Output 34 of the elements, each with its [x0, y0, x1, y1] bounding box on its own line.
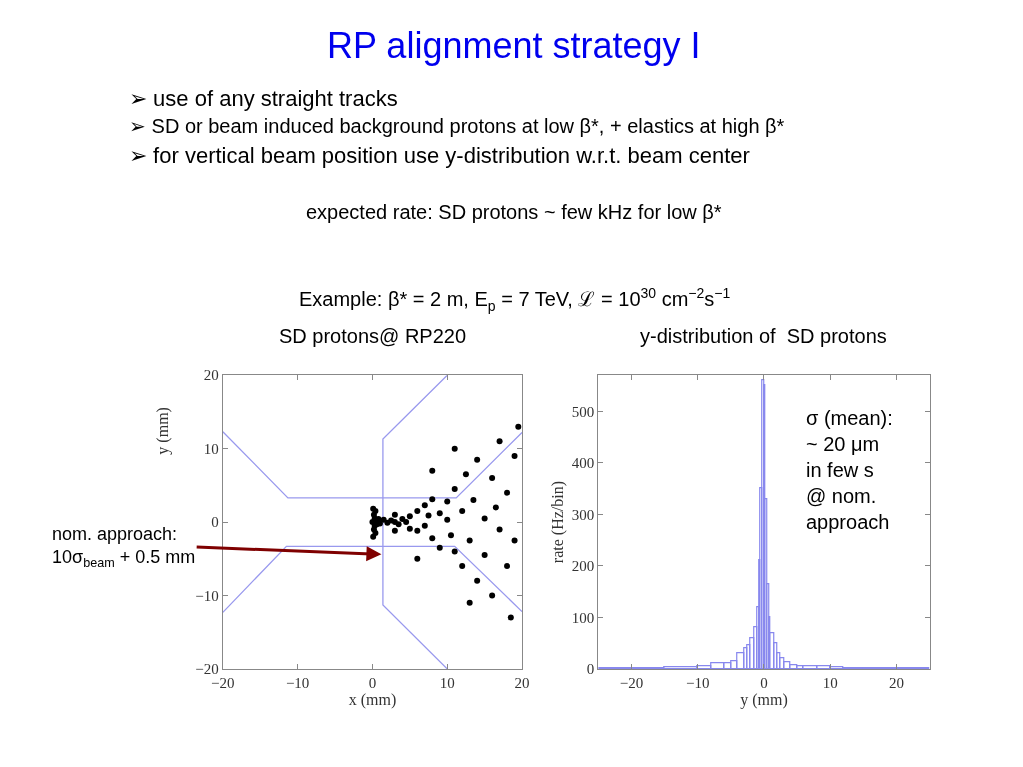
x-axis-title: y (mm): [740, 690, 788, 709]
x-tick-label: 0: [368, 674, 377, 691]
y-tick-label: −20: [195, 661, 219, 678]
y-tick-label: 10: [203, 440, 219, 457]
x-tick-label: 20: [514, 674, 530, 691]
y-tick-label: 200: [571, 558, 595, 575]
y-axis-title: rate (Hz/bin): [548, 480, 567, 564]
y-tick-label: 400: [571, 455, 595, 472]
y-tick-label: 100: [571, 609, 595, 626]
y-axis-title: y (mm): [153, 407, 172, 455]
y-tick-label: −10: [195, 587, 219, 604]
y-tick-label: 300: [571, 506, 595, 523]
text: Example: β* = 2 m, E$_{p}$ = 7 TeV, ℒ = 10$^{30}$ cm$^{−2}$s$^{−1}$: [299, 285, 731, 314]
x-tick-label: −20: [619, 674, 644, 691]
x-tick-label: 10: [439, 674, 455, 691]
x-tick-label: 0: [760, 674, 768, 691]
chart-title: SD protons@ RP220: [279, 325, 467, 347]
y-tick-label: 0: [586, 661, 595, 678]
y-tick-label: 0: [211, 514, 219, 531]
text: RP alignment strategy I: [327, 25, 701, 66]
chart-title: y-distribution of SD protons: [640, 325, 887, 347]
x-tick-label: 10: [822, 674, 838, 691]
text: ➢ SD or beam induced background protons at low β*, + elastics at high β*: [129, 115, 785, 137]
y-tick-label: 500: [571, 403, 595, 420]
y-tick-label: 20: [203, 367, 219, 384]
text: expected rate: SD protons ~ few kHz for low β*: [306, 201, 722, 223]
annotation: nom. approach: 10σ$_{beam}$ + 0.5 mm: [52, 524, 196, 571]
x-tick-label: −10: [686, 674, 710, 691]
annotation: σ (mean): ~ 20 μm in few s @ nom. approach: [806, 407, 893, 533]
text: ➢ for vertical beam position use y-distribution w.r.t. beam center: [129, 143, 750, 168]
x-axis-title: x (mm): [348, 690, 397, 709]
text: ➢ use of any straight tracks: [129, 86, 398, 111]
x-tick-label: 20: [889, 674, 905, 691]
x-tick-label: −10: [285, 674, 310, 691]
